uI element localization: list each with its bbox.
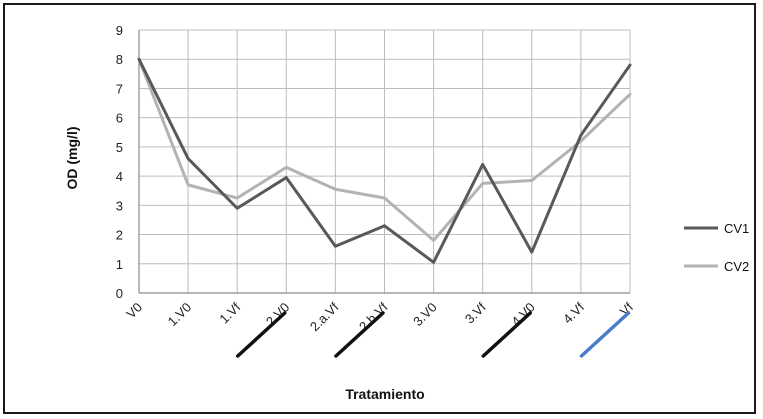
x-tick-label: 4.V0 bbox=[508, 300, 538, 330]
legend: CV1 CV2 bbox=[684, 221, 749, 274]
y-tick-label: 6 bbox=[116, 111, 123, 126]
gridlines bbox=[138, 29, 631, 294]
series-lines bbox=[137, 57, 632, 264]
x-axis-title: Tratamiento bbox=[345, 386, 424, 402]
y-tick-label: 9 bbox=[116, 23, 123, 38]
y-tick-label: 8 bbox=[116, 52, 123, 67]
legend-label-cv1: CV1 bbox=[724, 221, 749, 236]
x-tick-label: 1.V0 bbox=[165, 300, 195, 330]
series-line-cv1 bbox=[137, 57, 632, 264]
slash-mark bbox=[236, 311, 287, 358]
x-tick-label: V0 bbox=[123, 300, 145, 322]
x-tick-label: 2.b.Vf bbox=[356, 299, 391, 334]
y-tick-label: 1 bbox=[116, 257, 123, 272]
y-axis-ticks: 0 1 2 3 4 5 6 7 8 9 bbox=[116, 23, 123, 301]
y-tick-label: 2 bbox=[116, 228, 123, 243]
x-tick-label: 2.a.Vf bbox=[307, 299, 342, 334]
y-axis-title: OD (mg/l) bbox=[64, 127, 80, 190]
y-tick-label: 5 bbox=[116, 140, 123, 155]
legend-label-cv2: CV2 bbox=[724, 259, 749, 274]
slash-mark bbox=[481, 311, 532, 358]
x-tick-label: 2.V0 bbox=[263, 300, 293, 330]
annotation-marks bbox=[236, 311, 631, 358]
y-tick-label: 4 bbox=[116, 169, 123, 184]
x-tick-label: 3.Vf bbox=[462, 299, 489, 326]
x-tick-label: 3.V0 bbox=[410, 300, 440, 330]
slash-mark bbox=[334, 311, 385, 358]
slash-mark bbox=[579, 311, 631, 358]
x-tick-label: 1.Vf bbox=[216, 299, 243, 326]
y-tick-label: 3 bbox=[116, 198, 123, 213]
x-tick-label: 4.Vf bbox=[560, 299, 587, 326]
y-tick-label: 0 bbox=[116, 286, 123, 301]
y-tick-label: 7 bbox=[116, 81, 123, 96]
